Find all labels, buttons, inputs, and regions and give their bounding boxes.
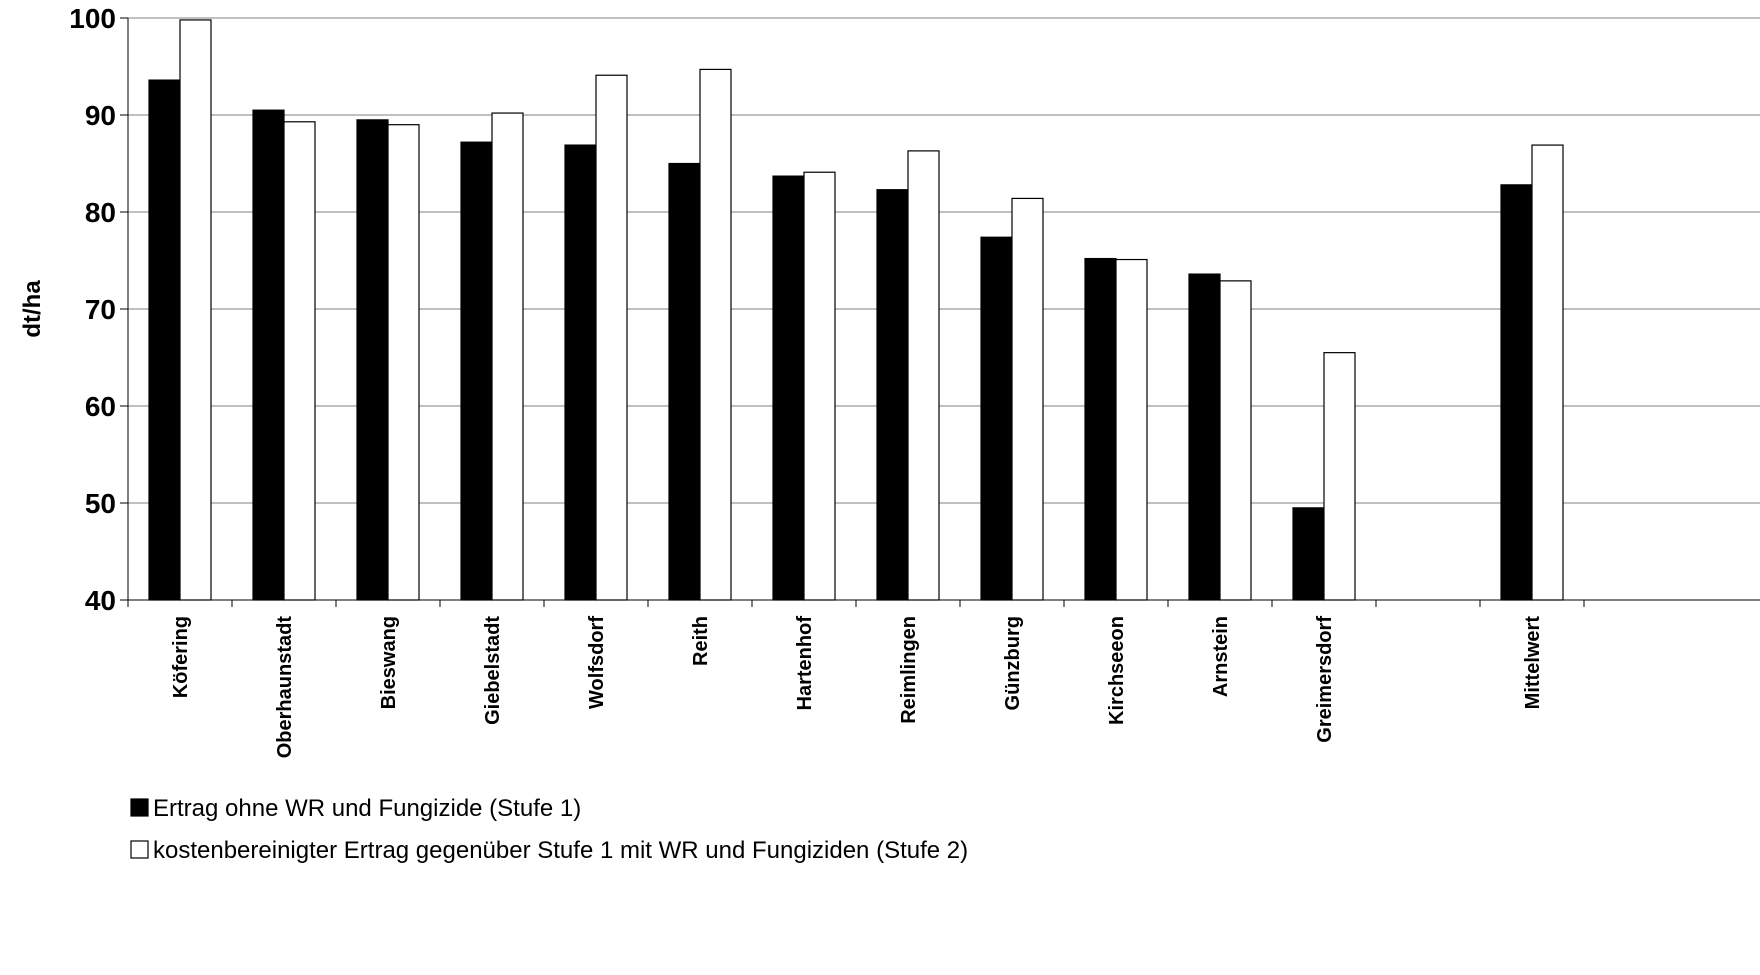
bar-series-1-10 — [1188, 273, 1221, 601]
bar-series-2-0 — [179, 19, 212, 601]
bar-series-2-6 — [803, 171, 836, 601]
bar-series-2-13 — [1531, 144, 1564, 601]
bar-series-2-4 — [595, 74, 628, 601]
bar-series-1-9 — [1084, 257, 1117, 601]
y-tick-label: 50 — [85, 488, 116, 519]
y-tick-label: 90 — [85, 100, 116, 131]
bar-series-1-6 — [772, 175, 805, 601]
bar-series-1-1 — [252, 109, 285, 601]
y-axis-label: dt/ha — [19, 280, 46, 338]
bar-series-1-5 — [668, 162, 701, 601]
legend-label-2: kostenbereinigter Ertrag gegenüber Stufe… — [153, 837, 968, 864]
bar-series-2-5 — [699, 68, 732, 601]
bar-series-2-1 — [283, 121, 316, 601]
x-tick-label: Giebelstadt — [482, 616, 504, 725]
x-tick-label: Kirchseeon — [1106, 616, 1128, 725]
x-tick-label: Mittelwert — [1522, 616, 1544, 710]
legend-swatch-1 — [130, 798, 149, 817]
y-tick-label: 40 — [85, 585, 116, 616]
x-tick-label: Reith — [690, 616, 712, 666]
bar-series-2-8 — [1011, 197, 1044, 601]
bar-series-2-3 — [491, 112, 524, 601]
bar-series-1-7 — [876, 189, 909, 601]
bar-series-1-2 — [356, 119, 389, 601]
bar-series-2-7 — [907, 150, 940, 601]
bar-series-1-3 — [460, 141, 493, 601]
x-tick-label: Bieswang — [378, 616, 400, 709]
labels-layer: 40 50 60 70 80 90 100 dt/ha Köfering Oberhaunstad… — [19, 3, 1544, 758]
bar-series-1-13 — [1500, 184, 1533, 601]
legend: Ertrag ohne WR und Fungizide (Stufe 1) ko… — [130, 795, 968, 864]
x-tick-label: Reimlingen — [898, 616, 920, 724]
legend-label-1: Ertrag ohne WR und Fungizide (Stufe 1) — [153, 795, 581, 822]
y-tick-label: 70 — [85, 294, 116, 325]
x-tick-label: Greimersdorf — [1314, 616, 1336, 743]
bar-series-1-0 — [148, 79, 181, 601]
bar-series-2-2 — [387, 124, 420, 601]
x-tick-label: Hartenhof — [794, 616, 816, 711]
x-tick-label: Günzburg — [1002, 616, 1024, 710]
y-tick-label: 60 — [85, 391, 116, 422]
legend-swatch-2 — [130, 840, 149, 859]
bar-series-2-10 — [1219, 280, 1252, 601]
bar-series-1-11 — [1292, 507, 1325, 601]
y-tick-label: 100 — [69, 3, 116, 34]
bar-series-1-8 — [980, 236, 1013, 601]
bars-layer — [148, 19, 1564, 601]
x-tick-label: Wolfsdorf — [586, 616, 608, 709]
x-tick-label: Arnstein — [1210, 616, 1232, 697]
bar-series-2-9 — [1115, 258, 1148, 601]
y-tick-label: 80 — [85, 197, 116, 228]
bar-series-1-4 — [564, 144, 597, 601]
bar-series-2-11 — [1323, 352, 1356, 601]
axes-layer — [120, 17, 1760, 607]
x-tick-label: Köfering — [170, 616, 192, 698]
x-tick-label: Oberhaunstadt — [274, 616, 296, 759]
